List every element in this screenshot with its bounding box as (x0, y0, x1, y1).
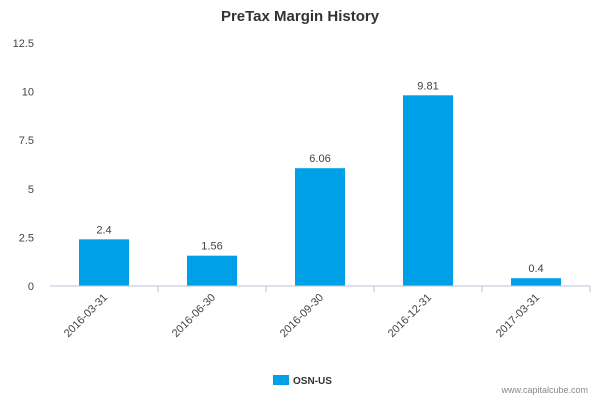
data-label: 1.56 (201, 241, 222, 253)
bar[interactable] (295, 168, 345, 286)
x-tick-label: 2016-12-31 (386, 292, 434, 340)
y-tick-label: 0 (28, 281, 34, 293)
y-tick-label: 7.5 (19, 135, 34, 147)
y-tick-label: 2.5 (19, 232, 34, 244)
legend[interactable]: OSN-US (273, 375, 332, 387)
legend-swatch (273, 375, 289, 385)
credit-text: www.capitalcube.com (500, 385, 588, 395)
x-tick-label: 2016-03-31 (62, 292, 110, 340)
x-tick-label: 2016-06-30 (170, 292, 218, 340)
data-labels: 2.4 1.56 6.06 9.81 0.4 (96, 80, 543, 275)
data-label: 9.81 (417, 80, 438, 92)
bars (79, 95, 561, 286)
legend-label[interactable]: OSN-US (293, 376, 332, 387)
data-label: 2.4 (96, 224, 111, 236)
x-tick-label: 2016-09-30 (278, 292, 326, 340)
x-tick-label: 2017-03-31 (494, 292, 542, 340)
y-axis: 0 2.5 5 7.5 10 12.5 (13, 38, 34, 293)
x-axis: 2016-03-31 2016-06-30 2016-09-30 2016-12-31… (62, 286, 591, 340)
bar[interactable] (79, 239, 129, 286)
y-tick-label: 12.5 (13, 38, 34, 50)
bar[interactable] (187, 255, 237, 286)
data-label: 0.4 (528, 263, 543, 275)
y-tick-label: 10 (22, 87, 34, 99)
y-tick-label: 5 (28, 184, 34, 196)
bar[interactable] (403, 95, 453, 286)
chart-title: PreTax Margin History (221, 8, 380, 25)
data-label: 6.06 (309, 153, 330, 165)
bar[interactable] (511, 278, 561, 286)
